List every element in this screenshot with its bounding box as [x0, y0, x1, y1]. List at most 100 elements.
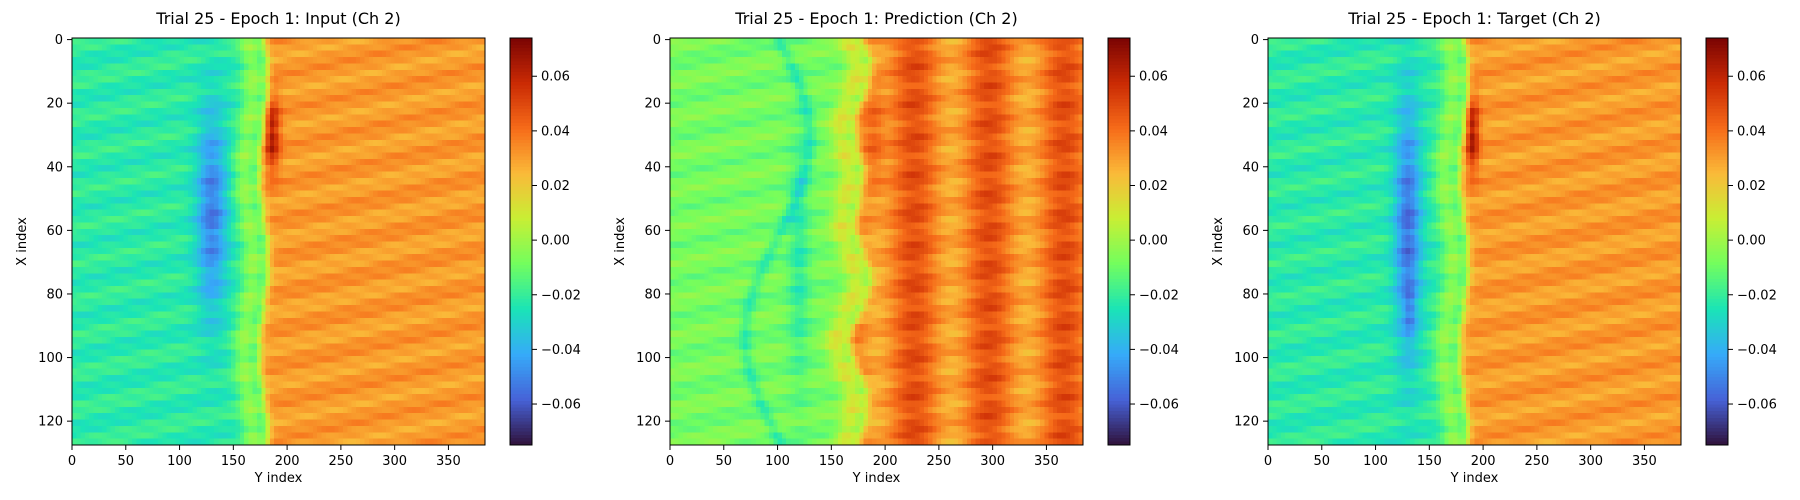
- heatmap-cell: [355, 120, 361, 128]
- heatmap-cell: [300, 203, 305, 211]
- heatmap-cell: [89, 57, 95, 65]
- heatmap-cell: [102, 355, 108, 363]
- heatmap-cell: [459, 311, 465, 319]
- heatmap-cell: [381, 127, 387, 134]
- heatmap-cell: [162, 127, 168, 134]
- heatmap-cell: [351, 355, 357, 363]
- heatmap-cell: [338, 228, 344, 236]
- heatmap-cell: [364, 305, 370, 313]
- heatmap-cell: [269, 171, 275, 179]
- heatmap-cell: [80, 38, 86, 45]
- heatmap-cell: [166, 228, 172, 236]
- heatmap-cell: [248, 279, 254, 287]
- heatmap-cell: [158, 152, 163, 160]
- heatmap-cell: [158, 57, 163, 65]
- heatmap-cell: [338, 63, 344, 71]
- heatmap-cell: [373, 196, 379, 204]
- heatmap-cell: [188, 298, 194, 306]
- heatmap-cell: [278, 177, 284, 185]
- heatmap-cell: [231, 298, 237, 306]
- heatmap-cell: [403, 44, 409, 52]
- heatmap-cell: [467, 196, 473, 204]
- heatmap-cell: [343, 343, 348, 351]
- heatmap-cell: [467, 209, 473, 217]
- heatmap-cell: [472, 50, 477, 58]
- heatmap-cell: [201, 177, 206, 185]
- heatmap-cell: [84, 355, 90, 363]
- heatmap-cell: [398, 241, 404, 249]
- heatmap-cell: [149, 158, 155, 166]
- heatmap-cell: [287, 216, 292, 224]
- heatmap-cell: [115, 324, 120, 332]
- heatmap-cell: [424, 292, 430, 300]
- heatmap-cell: [102, 69, 108, 77]
- heatmap-cell: [269, 120, 275, 128]
- heatmap-cell: [334, 63, 340, 71]
- heatmap-cell: [84, 286, 90, 293]
- heatmap-cell: [338, 69, 344, 77]
- heatmap-cell: [72, 279, 77, 287]
- heatmap-cell: [416, 158, 422, 166]
- heatmap-cell: [325, 286, 331, 293]
- heatmap-cell: [394, 216, 400, 224]
- heatmap-cell: [183, 241, 189, 249]
- heatmap-cell: [248, 133, 254, 141]
- heatmap-cell: [360, 228, 366, 236]
- heatmap-cell: [360, 120, 366, 128]
- heatmap-cell: [373, 127, 379, 134]
- heatmap-cell: [338, 317, 344, 325]
- heatmap-cell: [110, 196, 116, 204]
- heatmap-cell: [123, 101, 129, 109]
- heatmap-cell: [222, 241, 228, 249]
- heatmap-cell: [347, 190, 353, 198]
- heatmap-cell: [145, 343, 151, 351]
- heatmap-cell: [218, 216, 224, 224]
- heatmap-cell: [407, 177, 413, 185]
- heatmap-cell: [450, 317, 456, 325]
- heatmap-cell: [411, 76, 417, 84]
- heatmap-cell: [261, 273, 267, 281]
- heatmap-cell: [467, 57, 473, 65]
- heatmap-cell: [433, 139, 439, 147]
- heatmap-cell: [476, 330, 482, 338]
- heatmap-cell: [188, 107, 194, 115]
- heatmap-cell: [300, 44, 305, 52]
- heatmap-cell: [188, 50, 194, 58]
- heatmap-cell: [102, 133, 108, 141]
- heatmap-cell: [420, 114, 426, 122]
- heatmap-cell: [205, 190, 211, 198]
- heatmap-cell: [123, 57, 129, 65]
- heatmap-cell: [76, 266, 82, 274]
- heatmap-cell: [437, 127, 443, 134]
- heatmap-cell: [441, 311, 447, 319]
- heatmap-cell: [373, 273, 379, 281]
- heatmap-cell: [76, 292, 82, 300]
- heatmap-cell: [304, 158, 310, 166]
- heatmap-cell: [355, 235, 361, 243]
- heatmap-cell: [454, 120, 460, 128]
- heatmap-cell: [162, 165, 168, 173]
- heatmap-cell: [295, 82, 301, 90]
- heatmap-cell: [115, 69, 120, 77]
- heatmap-cell: [390, 190, 396, 198]
- heatmap-cell: [334, 177, 340, 185]
- heatmap-cell: [403, 286, 409, 293]
- heatmap-cell: [476, 349, 482, 357]
- heatmap-cell: [127, 101, 133, 109]
- heatmap-cell: [80, 158, 86, 166]
- heatmap-cell: [433, 343, 439, 351]
- heatmap-cell: [390, 228, 396, 236]
- heatmap-cell: [106, 57, 112, 65]
- heatmap-cell: [153, 44, 159, 52]
- heatmap-cell: [390, 95, 396, 103]
- heatmap-cell: [463, 292, 469, 300]
- heatmap-cell: [386, 50, 391, 58]
- heatmap-cell: [175, 216, 181, 224]
- heatmap-cell: [386, 260, 391, 268]
- heatmap-cell: [97, 247, 103, 255]
- heatmap-cell: [437, 286, 443, 293]
- heatmap-cell: [119, 69, 125, 77]
- heatmap-cell: [261, 127, 267, 134]
- heatmap-cell: [97, 203, 103, 211]
- heatmap-cell: [162, 305, 168, 313]
